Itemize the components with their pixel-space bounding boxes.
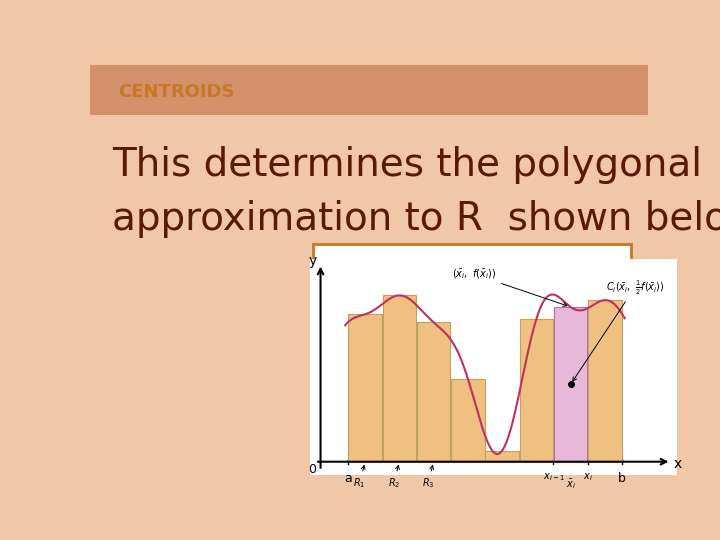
- Text: x: x: [674, 457, 683, 471]
- Text: $R_3$: $R_3$: [422, 465, 434, 490]
- Bar: [554, 307, 588, 462]
- Text: $R_1$: $R_1$: [354, 465, 366, 490]
- Text: $(\bar{x}_i,\ f(\bar{x}_i))$: $(\bar{x}_i,\ f(\bar{x}_i))$: [452, 267, 567, 306]
- Text: $R_2$: $R_2$: [387, 465, 400, 490]
- Bar: [485, 451, 519, 462]
- Text: $\bar{x}_i$: $\bar{x}_i$: [566, 477, 575, 491]
- Text: b: b: [618, 471, 626, 484]
- Bar: [451, 379, 485, 462]
- Text: approximation to R  shown below.: approximation to R shown below.: [112, 200, 720, 238]
- Text: 0: 0: [308, 463, 316, 476]
- Bar: [417, 322, 451, 462]
- Text: $x_i$: $x_i$: [582, 471, 593, 483]
- Text: $C_i(\bar{x}_i,\ \frac{1}{2}f(\bar{x}_i))$: $C_i(\bar{x}_i,\ \frac{1}{2}f(\bar{x}_i)…: [572, 279, 664, 381]
- Bar: [348, 314, 382, 462]
- Bar: [520, 319, 553, 462]
- Text: $x_{i-1}$: $x_{i-1}$: [543, 471, 564, 483]
- Text: CENTROIDS: CENTROIDS: [118, 83, 235, 101]
- FancyBboxPatch shape: [90, 65, 648, 114]
- Text: This determines the polygonal: This determines the polygonal: [112, 146, 702, 184]
- Bar: [588, 300, 621, 462]
- FancyBboxPatch shape: [313, 244, 631, 460]
- Text: (b): (b): [461, 434, 484, 451]
- Bar: [382, 295, 416, 462]
- Text: y: y: [308, 254, 317, 268]
- Text: a: a: [344, 471, 352, 484]
